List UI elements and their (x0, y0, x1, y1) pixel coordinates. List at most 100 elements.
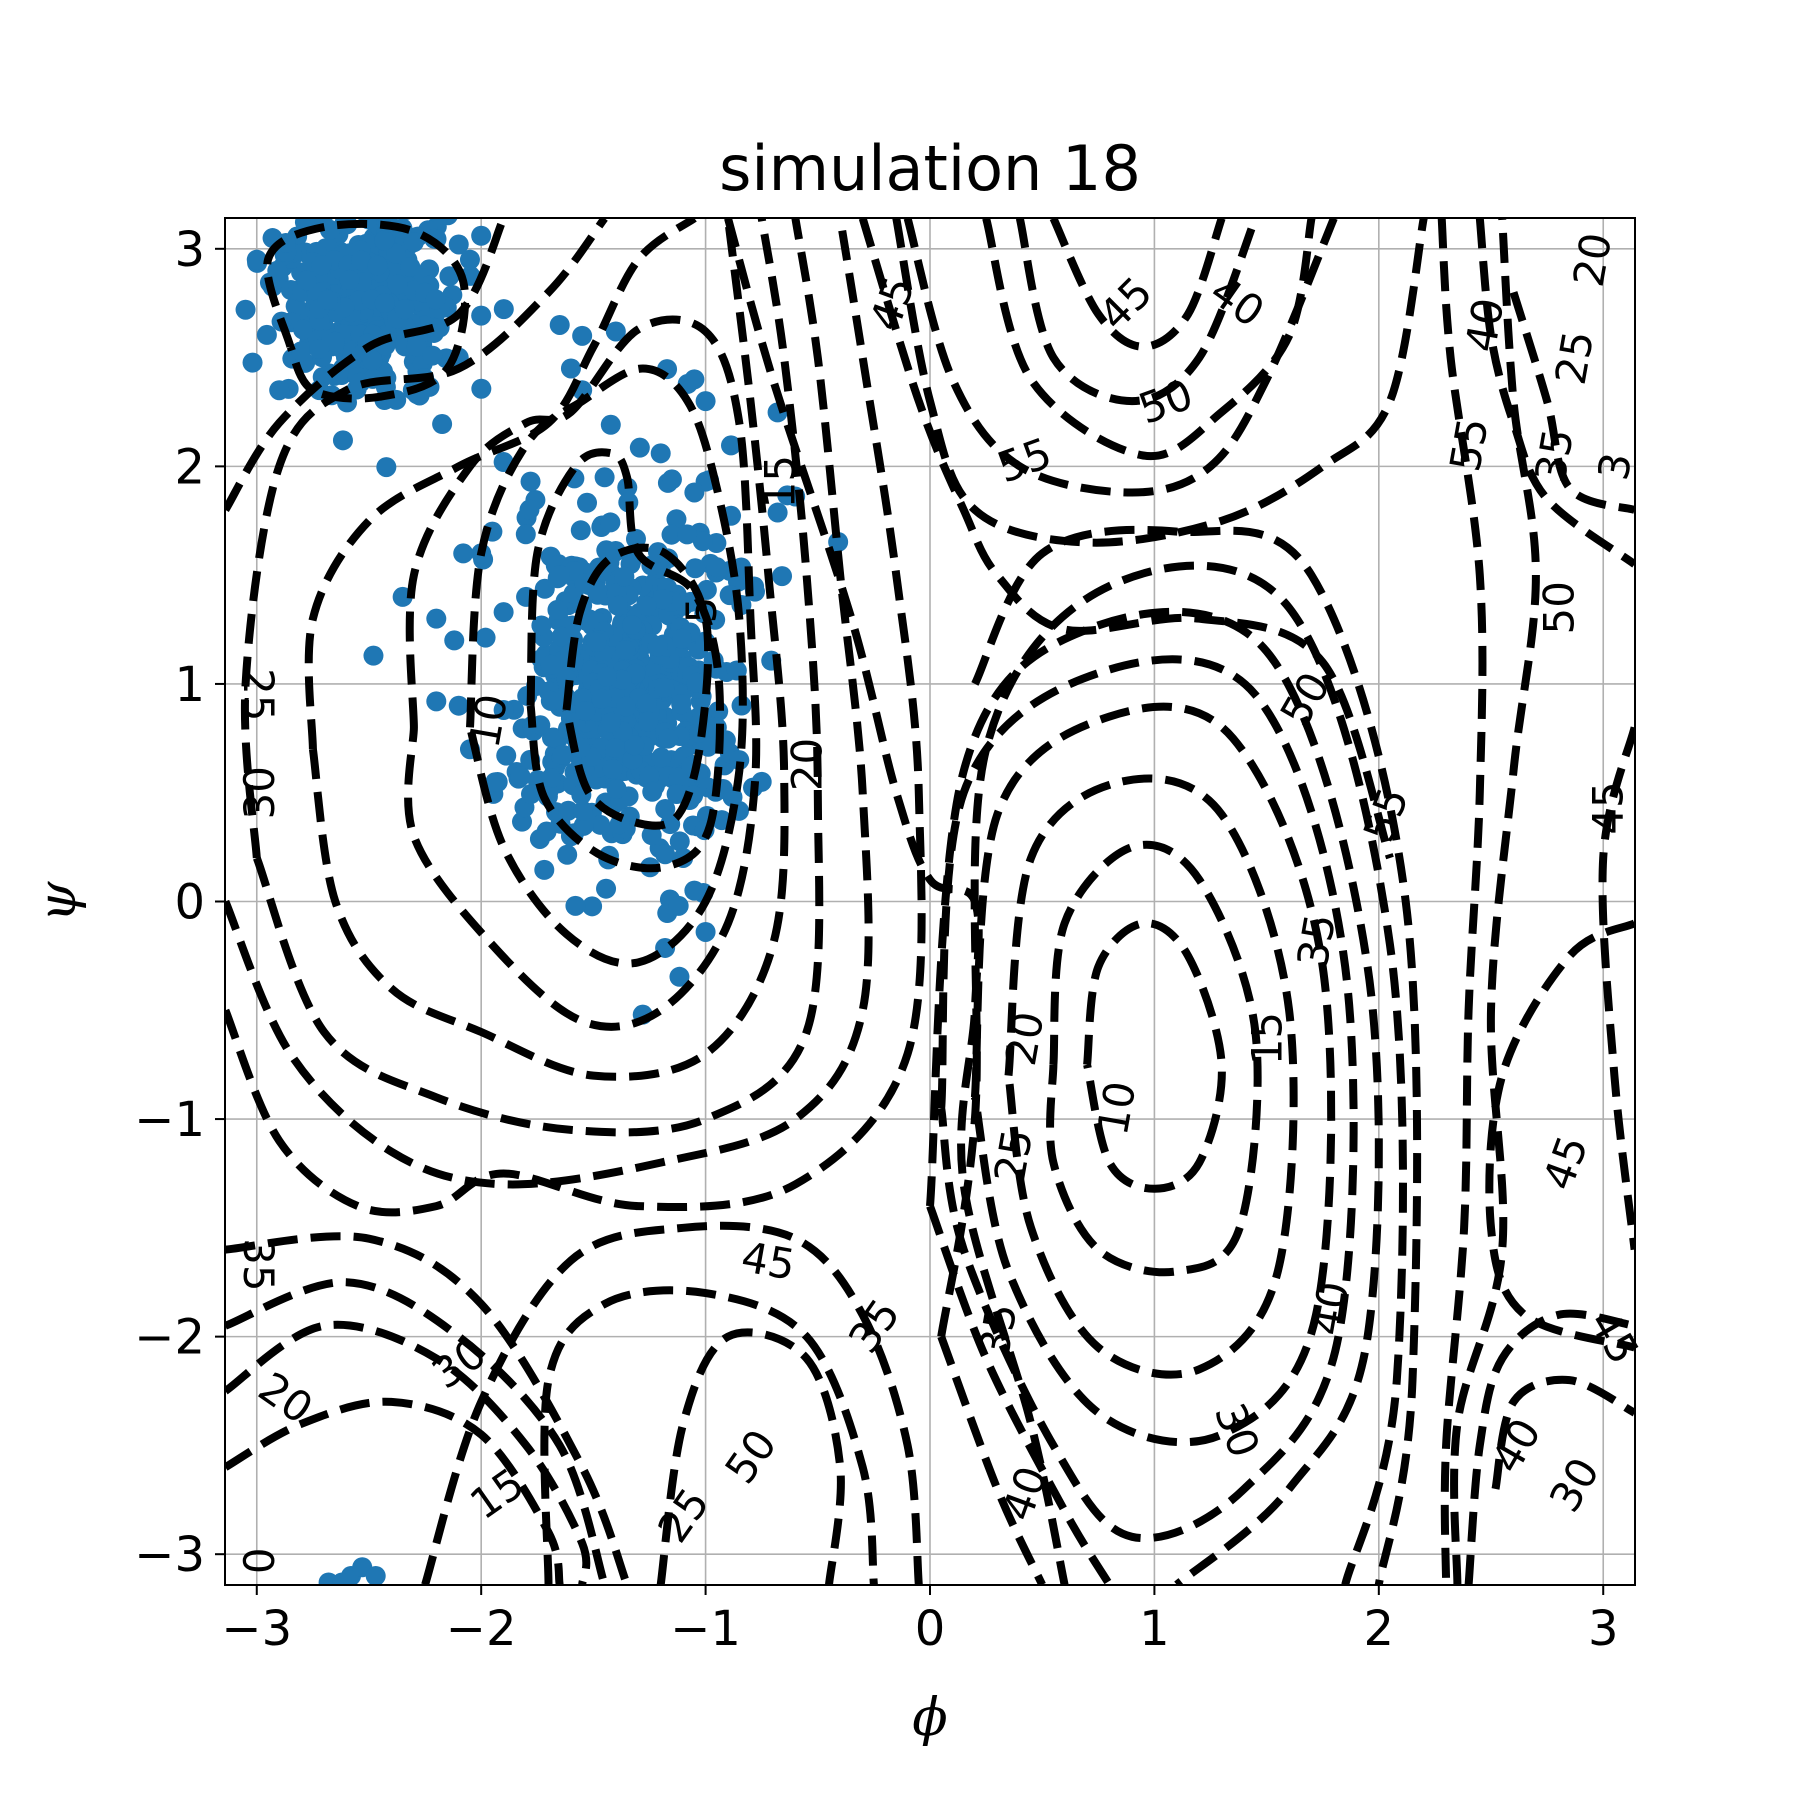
contour-line-50 (1437, 218, 1487, 1585)
contour-line-35 (225, 218, 873, 1189)
scatter-point (422, 345, 443, 366)
contour-label: 35 (969, 1300, 1027, 1361)
contour-label: 25 (1546, 327, 1604, 388)
scatter-point (575, 700, 596, 721)
scatter-point (515, 524, 536, 545)
scatter-point (684, 369, 705, 390)
contour-line-20 (404, 315, 761, 1031)
contour-line-25 (308, 218, 789, 1081)
contour-lines (225, 218, 1635, 1585)
scatter-point (607, 595, 628, 616)
contour-line-10 (1083, 919, 1226, 1193)
contour-label: 20 (783, 738, 832, 791)
contour-line-40 (937, 561, 1407, 1585)
scatter-point (332, 1572, 353, 1585)
scatter-point (647, 636, 668, 657)
scatter-point (541, 768, 562, 789)
contour-label: 40 (1301, 1278, 1359, 1339)
scatter-point (669, 966, 690, 987)
scatter-point (510, 766, 531, 787)
scatter-point (256, 324, 277, 345)
scatter-point (426, 608, 447, 629)
scatter-point (668, 895, 689, 916)
contour-line-35 (225, 218, 508, 512)
scatter-point (629, 437, 650, 458)
scatter-point (600, 414, 621, 435)
scatter-point (317, 289, 338, 310)
scatter-point (600, 712, 621, 733)
scatter-point (444, 630, 465, 651)
scatter-point (560, 358, 581, 379)
contour-line-10 (526, 448, 725, 873)
contour-label: 50 (1534, 581, 1583, 634)
scatter-point (520, 471, 541, 492)
contour-line-25 (225, 1320, 591, 1585)
contour-label: 40 (1456, 294, 1514, 355)
scatter-point (695, 391, 716, 412)
y-axis-ticks: 3 2 1 0 −1 −2 −3 (134, 222, 225, 1583)
scatter-point (639, 765, 660, 786)
contour-line-25 (304, 218, 697, 750)
scatter-point (654, 677, 675, 698)
scatter-point (565, 895, 586, 916)
scatter-point (438, 218, 458, 226)
scatter-point (570, 520, 591, 541)
contour-line-5 (562, 543, 713, 830)
contour-line-35 (225, 1232, 631, 1585)
scatter-point (606, 778, 627, 799)
scatter-point (429, 317, 450, 338)
scatter-point (426, 691, 447, 712)
scatter-point (594, 467, 615, 488)
scatter-point (772, 566, 793, 587)
scatter-point (582, 896, 603, 917)
scatter-point (425, 289, 446, 310)
contour-label: 20 (1564, 229, 1622, 290)
contour-line-35 (926, 607, 1383, 1585)
contour-label: 5 (677, 597, 726, 624)
contour-label: 55 (1440, 414, 1498, 475)
scatter-point (549, 565, 570, 586)
y-tick-label: 1 (174, 657, 205, 713)
scatter-point (652, 589, 673, 610)
contour-line-45 (421, 1221, 923, 1585)
scatter-point (600, 512, 621, 533)
scatter-point (365, 1565, 386, 1585)
scatter-point (267, 260, 288, 281)
scatter-point (394, 299, 415, 320)
contour-line-25 (970, 702, 1336, 1447)
scatter-point (722, 787, 743, 808)
y-axis-title: ψ (28, 880, 88, 922)
scatter-point (577, 492, 598, 513)
scatter-point (475, 627, 496, 648)
scatter-point (246, 249, 267, 270)
contour-line-55 (892, 218, 1428, 547)
contour-line-40 (225, 218, 926, 1217)
scatter-point (536, 821, 557, 842)
scatter-point (374, 293, 395, 314)
scatter-point (269, 380, 290, 401)
scatter-point (403, 232, 424, 253)
scatter-point (374, 230, 395, 251)
x-axis-ticks: −3 −2 −1 0 1 2 3 (221, 1585, 1618, 1657)
contour-line-30 (240, 218, 608, 859)
scatter-point (547, 599, 568, 620)
contour-line-30 (253, 218, 824, 1137)
contour-line-50 (656, 1328, 845, 1585)
scatter-point (602, 759, 623, 780)
x-tick-label: −1 (670, 1601, 741, 1657)
contour-line-55 (903, 218, 1338, 497)
scatter-point (520, 784, 541, 805)
scatter-point (496, 745, 517, 766)
contour-line-45 (1598, 726, 1635, 1251)
scatter-point (685, 558, 706, 579)
contour-label: 15 (1243, 1012, 1292, 1065)
scatter-point (362, 350, 383, 371)
scatter-point (729, 750, 750, 771)
scatter-point (448, 234, 469, 255)
scatter-point (311, 255, 332, 276)
contour-line-45 (971, 525, 1422, 1585)
scatter-point (363, 645, 384, 666)
scatter-point (540, 690, 561, 711)
scatter-point (605, 321, 626, 342)
